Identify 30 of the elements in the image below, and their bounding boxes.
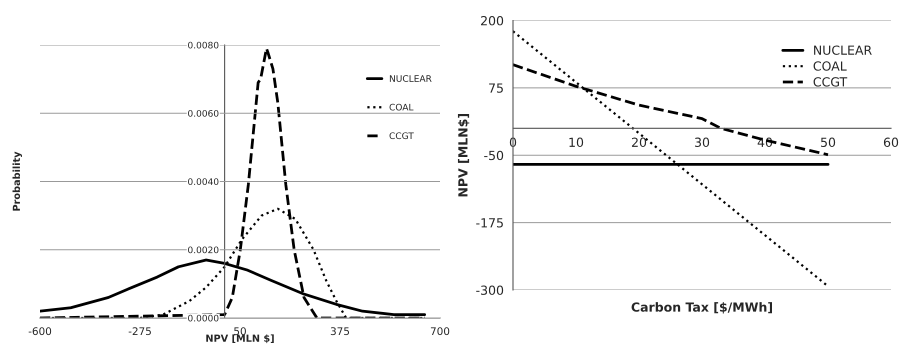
x-tick-label: 30 xyxy=(695,138,710,148)
y-tick-label: 200 xyxy=(481,16,504,26)
legend-label: COAL xyxy=(814,61,847,71)
x-tick-label: -600 xyxy=(28,327,52,336)
x-tick-label: 20 xyxy=(632,138,646,148)
x-tick-label: 50 xyxy=(234,327,246,336)
y-tick-label: 0.0020 xyxy=(188,246,218,254)
x-tick-label: 50 xyxy=(821,138,836,148)
x-axis-title: NPV [MLN $] xyxy=(206,334,274,344)
y-tick-label: -300 xyxy=(476,285,504,295)
y-axis-title: NPV [MLN$] xyxy=(458,114,470,196)
y-axis-title: Probability xyxy=(12,152,22,211)
x-tick-label: 10 xyxy=(569,138,584,148)
legend-label: COAL xyxy=(390,104,414,111)
legend-label: CCGT xyxy=(814,77,848,87)
legend-label: NUCLEAR xyxy=(814,45,872,55)
x-tick-label: 375 xyxy=(330,327,350,336)
legend-label: CCGT xyxy=(390,132,414,140)
y-tick-label: 0.0060 xyxy=(188,110,218,117)
y-tick-label: 0.0080 xyxy=(188,42,218,49)
x-tick-label: 700 xyxy=(430,327,450,336)
x-axis-title: Carbon Tax [$/MWh] xyxy=(632,302,772,314)
x-tick-label: -275 xyxy=(128,327,151,336)
y-tick-label: -175 xyxy=(476,218,503,228)
y-tick-label: 0.0000 xyxy=(188,314,218,322)
legend-label: NUCLEAR xyxy=(390,75,432,82)
y-tick-label: 0.0040 xyxy=(188,178,218,186)
x-tick-label: 60 xyxy=(884,138,898,148)
y-tick-label: -50 xyxy=(484,150,504,160)
y-tick-label: 75 xyxy=(489,84,503,93)
